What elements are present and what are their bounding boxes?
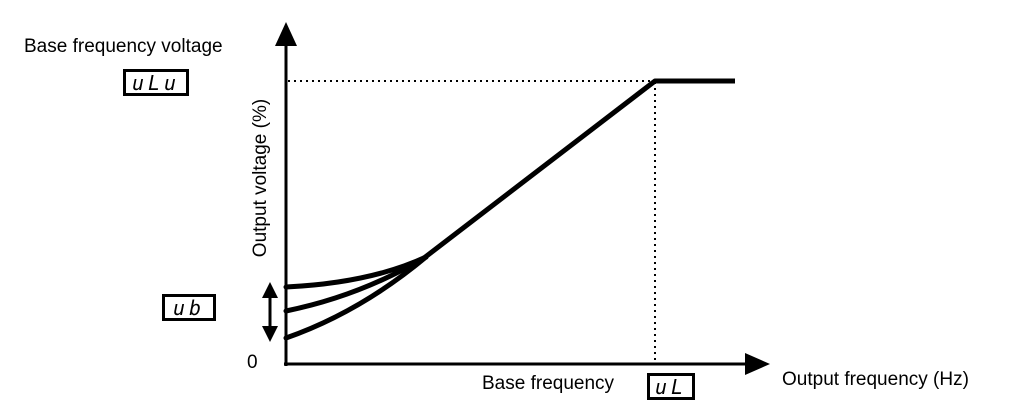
y-axis-arrowhead <box>275 22 297 46</box>
base-voltage-parameter-code: uLu <box>123 69 189 96</box>
curve-square-law <box>283 254 429 341</box>
y-axis-label: Output voltage (%) <box>250 98 271 258</box>
torque-boost-parameter-code: ub <box>162 294 216 321</box>
origin-label: 0 <box>247 352 258 373</box>
boost-range-arrow-up <box>262 282 278 298</box>
base-frequency-label: Base frequency <box>482 373 615 394</box>
x-axis-label: Output frequency (Hz) <box>782 369 969 390</box>
boost-range-arrow-down <box>262 326 278 342</box>
x-axis-arrowhead <box>745 353 770 375</box>
curve-intermediate <box>283 254 429 314</box>
base-frequency-voltage-label: Base frequency voltage <box>24 36 223 57</box>
vf-main-line <box>422 78 735 260</box>
base-frequency-parameter-code: uL <box>647 373 695 400</box>
